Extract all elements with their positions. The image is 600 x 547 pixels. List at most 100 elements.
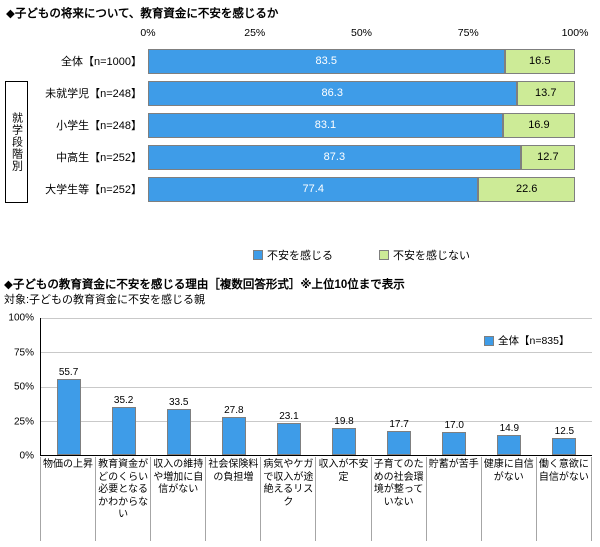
bar-column: 17.7 <box>372 318 427 455</box>
bar-value: 16.5 <box>529 55 551 67</box>
bar <box>221 416 246 455</box>
bar-value: 77.4 <box>302 183 324 195</box>
bar-segment: 86.3 <box>148 80 517 106</box>
category-label: 収入が不安定 <box>316 457 372 541</box>
axis-tick-label: 25% <box>244 27 266 39</box>
bar-value: 17.0 <box>444 419 464 431</box>
category-label: 病気やケガで収入が途絶えるリスク <box>261 457 317 541</box>
bar-value: 33.5 <box>169 397 189 409</box>
legend-label: 不安を感じる <box>267 250 333 262</box>
bar-value: 12.7 <box>537 151 559 163</box>
bar-track: 86.3 13.7 <box>148 80 575 106</box>
legend-swatch <box>379 250 389 260</box>
bar-column: 55.7 <box>41 318 96 455</box>
bar-row: 全体【n=1000】 83.5 16.5 <box>28 45 575 77</box>
bar-track: 83.1 16.9 <box>148 112 575 138</box>
category-label: 大学生等【n=252】 <box>45 184 142 196</box>
bar-column: 23.1 <box>261 318 316 455</box>
category-label: 教育資金がどのくらい必要となるかわからない <box>96 457 152 541</box>
category-label: 全体【n=1000】 <box>60 56 142 68</box>
legend-item: 不安を感じる <box>253 247 333 263</box>
gridline <box>41 386 592 388</box>
legend-swatch <box>253 250 263 260</box>
bar-row: 小学生【n=248】 83.1 16.9 <box>28 109 575 141</box>
chart1-title: ◆子どもの将来について、教育資金に不安を感じるか <box>6 8 279 20</box>
bar <box>166 409 191 455</box>
bar-value: 86.3 <box>321 87 343 99</box>
axis-tick-label: 100% <box>561 27 589 39</box>
bar-row: 中高生【n=252】 87.3 12.7 <box>28 141 575 173</box>
chart2-subtitle: 対象:子どもの教育資金に不安を感じる親 <box>4 294 206 306</box>
bar-value: 55.7 <box>58 366 79 378</box>
bar <box>497 434 522 455</box>
chart2-legend: 全体【n=835】 <box>484 333 570 348</box>
axis-tick-label: 50% <box>13 381 34 393</box>
bar-segment: 12.7 <box>520 144 575 170</box>
bar <box>387 430 412 455</box>
category-label: 働く意欲に自信がない <box>537 457 592 541</box>
bar-value: 83.5 <box>315 55 337 67</box>
legend-label: 不安を感じない <box>393 250 470 262</box>
chart2-columns: 55.7 35.2 33.5 27.8 23.1 19.8 17.7 17.0 14.9 12.5 <box>41 318 592 455</box>
bar-segment: 16.5 <box>504 48 575 74</box>
bar-value: 83.1 <box>314 119 337 131</box>
bar-column: 17.0 <box>427 318 482 455</box>
chart1-rows: 全体【n=1000】 83.5 16.5 未就学児【n=248】 86.3 13.7 小学生… <box>28 45 575 205</box>
axis-tick-label: 25% <box>13 416 34 427</box>
bar-value: 22.6 <box>516 183 538 195</box>
bar-track: 83.5 16.5 <box>148 48 575 74</box>
category-label: 社会保険料の負担増 <box>206 457 262 541</box>
bar-value: 14.9 <box>499 422 520 434</box>
category-label: 収入の維持や増加に自信がない <box>151 457 207 541</box>
bar-segment: 83.1 <box>148 112 503 138</box>
bar-track: 77.4 22.6 <box>148 176 575 202</box>
chart1-x-axis: 0% 25% 50% 75% 100% <box>140 27 588 40</box>
bar-value: 16.9 <box>528 119 550 131</box>
bar-value: 87.3 <box>323 151 346 163</box>
axis-tick-label: 0% <box>19 450 34 462</box>
bar <box>111 406 136 455</box>
bar-segment: 13.7 <box>516 80 575 106</box>
category-label: 健康に自信がない <box>482 457 537 541</box>
bar-column: 33.5 <box>151 318 206 455</box>
chart2-y-axis: 0% 25% 50% 75% 100% <box>0 313 37 462</box>
bar <box>442 431 467 455</box>
chart2-title: ◆子どもの教育資金に不安を感じる理由［複数回答形式］※上位10位まで表示 <box>4 279 405 291</box>
bar-value: 35.2 <box>113 394 134 406</box>
bar-segment: 87.3 <box>148 144 521 170</box>
axis-tick-label: 100% <box>8 312 34 324</box>
category-label: 貯蓄が苦手 <box>427 457 482 541</box>
legend-label: 全体【n=835】 <box>498 335 570 347</box>
bar-value: 12.5 <box>554 425 575 437</box>
category-label: 中高生【n=252】 <box>56 152 142 164</box>
chart2-category-labels: 物価の上昇 教育資金がどのくらい必要となるかわからない 収入の維持や増加に自信がない… <box>40 457 592 541</box>
bar-value: 19.8 <box>334 415 354 427</box>
bar-column: 12.5 <box>537 318 592 455</box>
bar-segment: 83.5 <box>148 48 505 74</box>
gridline <box>41 352 592 354</box>
bar <box>332 427 357 455</box>
legend-item: 不安を感じない <box>379 247 470 263</box>
chart2-gridlines <box>41 318 592 455</box>
axis-tick-label: 50% <box>350 27 373 39</box>
axis-tick-label: 0% <box>140 27 156 39</box>
chart1-legend: 不安を感じる 不安を感じない <box>148 247 575 263</box>
bar-value: 23.1 <box>279 411 299 423</box>
bar-value: 13.7 <box>535 87 557 99</box>
bar-segment: 16.9 <box>502 112 575 138</box>
gridline <box>41 318 592 319</box>
bar-value: 17.7 <box>389 418 409 430</box>
category-label: 子育てのための社会環境が整っていない <box>372 457 427 541</box>
bar-column: 35.2 <box>96 318 151 455</box>
bar <box>56 378 81 455</box>
bar <box>276 423 301 455</box>
axis-tick-label: 75% <box>457 27 479 39</box>
gridline <box>41 420 592 422</box>
axis-tick-label: 75% <box>13 347 34 358</box>
bar-segment: 22.6 <box>478 176 575 202</box>
group-label-box: 就学段階別 <box>5 81 28 203</box>
bar-track: 87.3 12.7 <box>148 144 575 170</box>
bar-column: 19.8 <box>316 318 371 455</box>
bar-column: 27.8 <box>206 318 261 455</box>
